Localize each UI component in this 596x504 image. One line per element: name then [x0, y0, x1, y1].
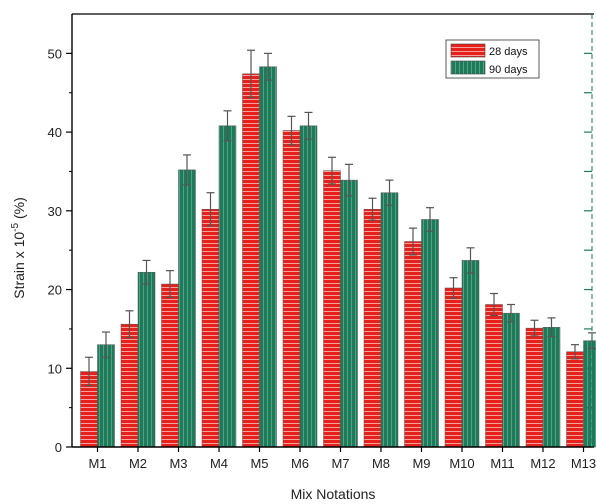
tick-labels-group: 0 10 20 30 40 50 M1 M2 M3 M4 M5 M6 M7 M8 M9 M10 M11 M12 M1… [48, 46, 596, 471]
y-tick-label: 50 [48, 46, 62, 61]
bar-28-days-m13 [566, 351, 584, 448]
x-tick-label: M5 [250, 456, 268, 471]
bar-28-days-m4 [201, 208, 220, 448]
bar-90-days-m4 [218, 125, 237, 448]
bar-28-days-m11 [485, 304, 503, 448]
x-tick-label: M3 [169, 456, 187, 471]
legend-swatch-28-days [450, 43, 486, 58]
legend: 28 days 90 days [445, 39, 540, 79]
x-tick-label: M6 [291, 456, 309, 471]
x-tick-label: M2 [129, 456, 147, 471]
bar-90-days-m1 [97, 344, 115, 448]
bar-28-days-m9 [404, 241, 422, 448]
x-tick-label: M13 [571, 456, 596, 471]
bar-28-days-m10 [444, 287, 463, 448]
bar-90-days-m3 [178, 169, 196, 448]
x-axis-title: Mix Notations [291, 486, 376, 502]
bar-28-days-m7 [323, 170, 341, 448]
bar-28-days-m8 [363, 208, 382, 448]
legend-swatch-90-days [450, 60, 486, 75]
bar-28-days-m5 [242, 73, 260, 448]
y-axis-title: Strain x 10-5 (%) [10, 197, 27, 299]
y-tick-label: 30 [48, 204, 62, 219]
x-tick-label: M1 [88, 456, 106, 471]
x-tick-label: M8 [372, 456, 390, 471]
x-tick-label: M11 [490, 456, 514, 471]
axes-group [71, 13, 594, 448]
y-tick-label: 40 [48, 125, 62, 140]
bar-28-days-m3 [161, 283, 179, 448]
x-tick-label: M4 [210, 456, 228, 471]
bar-90-days-m6 [299, 125, 318, 448]
bar-90-days-m2 [137, 271, 156, 448]
legend-label-90-days: 90 days [489, 64, 528, 76]
y-axis-title-exponent: -5 [10, 222, 21, 231]
y-tick-label: 20 [48, 283, 62, 298]
x-tick-label: M9 [412, 456, 430, 471]
bar-28-days-m2 [120, 323, 139, 448]
y-axis-title-main: Strain x 10 [11, 232, 27, 299]
bar-90-days-m13 [583, 340, 596, 448]
y-tick-label: 0 [55, 440, 62, 455]
bars-group [80, 66, 596, 448]
bar-90-days-m9 [421, 219, 439, 448]
bar-90-days-m12 [542, 327, 561, 448]
bar-90-days-m5 [259, 66, 277, 448]
y-axis-title-unit: (%) [11, 197, 27, 223]
legend-label-28-days: 28 days [489, 46, 528, 58]
bar-90-days-m7 [340, 179, 358, 448]
bar-28-days-m6 [282, 130, 301, 448]
y-tick-label: 10 [48, 361, 62, 376]
error-bars-group [85, 49, 596, 387]
bar-90-days-m10 [461, 260, 480, 448]
bar-90-days-m8 [380, 192, 399, 448]
ticks-group [66, 52, 592, 452]
x-tick-label: M12 [530, 456, 555, 471]
x-tick-label: M10 [449, 456, 474, 471]
bar-90-days-m11 [502, 312, 520, 448]
bar-28-days-m12 [525, 327, 544, 448]
x-tick-label: M7 [331, 456, 349, 471]
